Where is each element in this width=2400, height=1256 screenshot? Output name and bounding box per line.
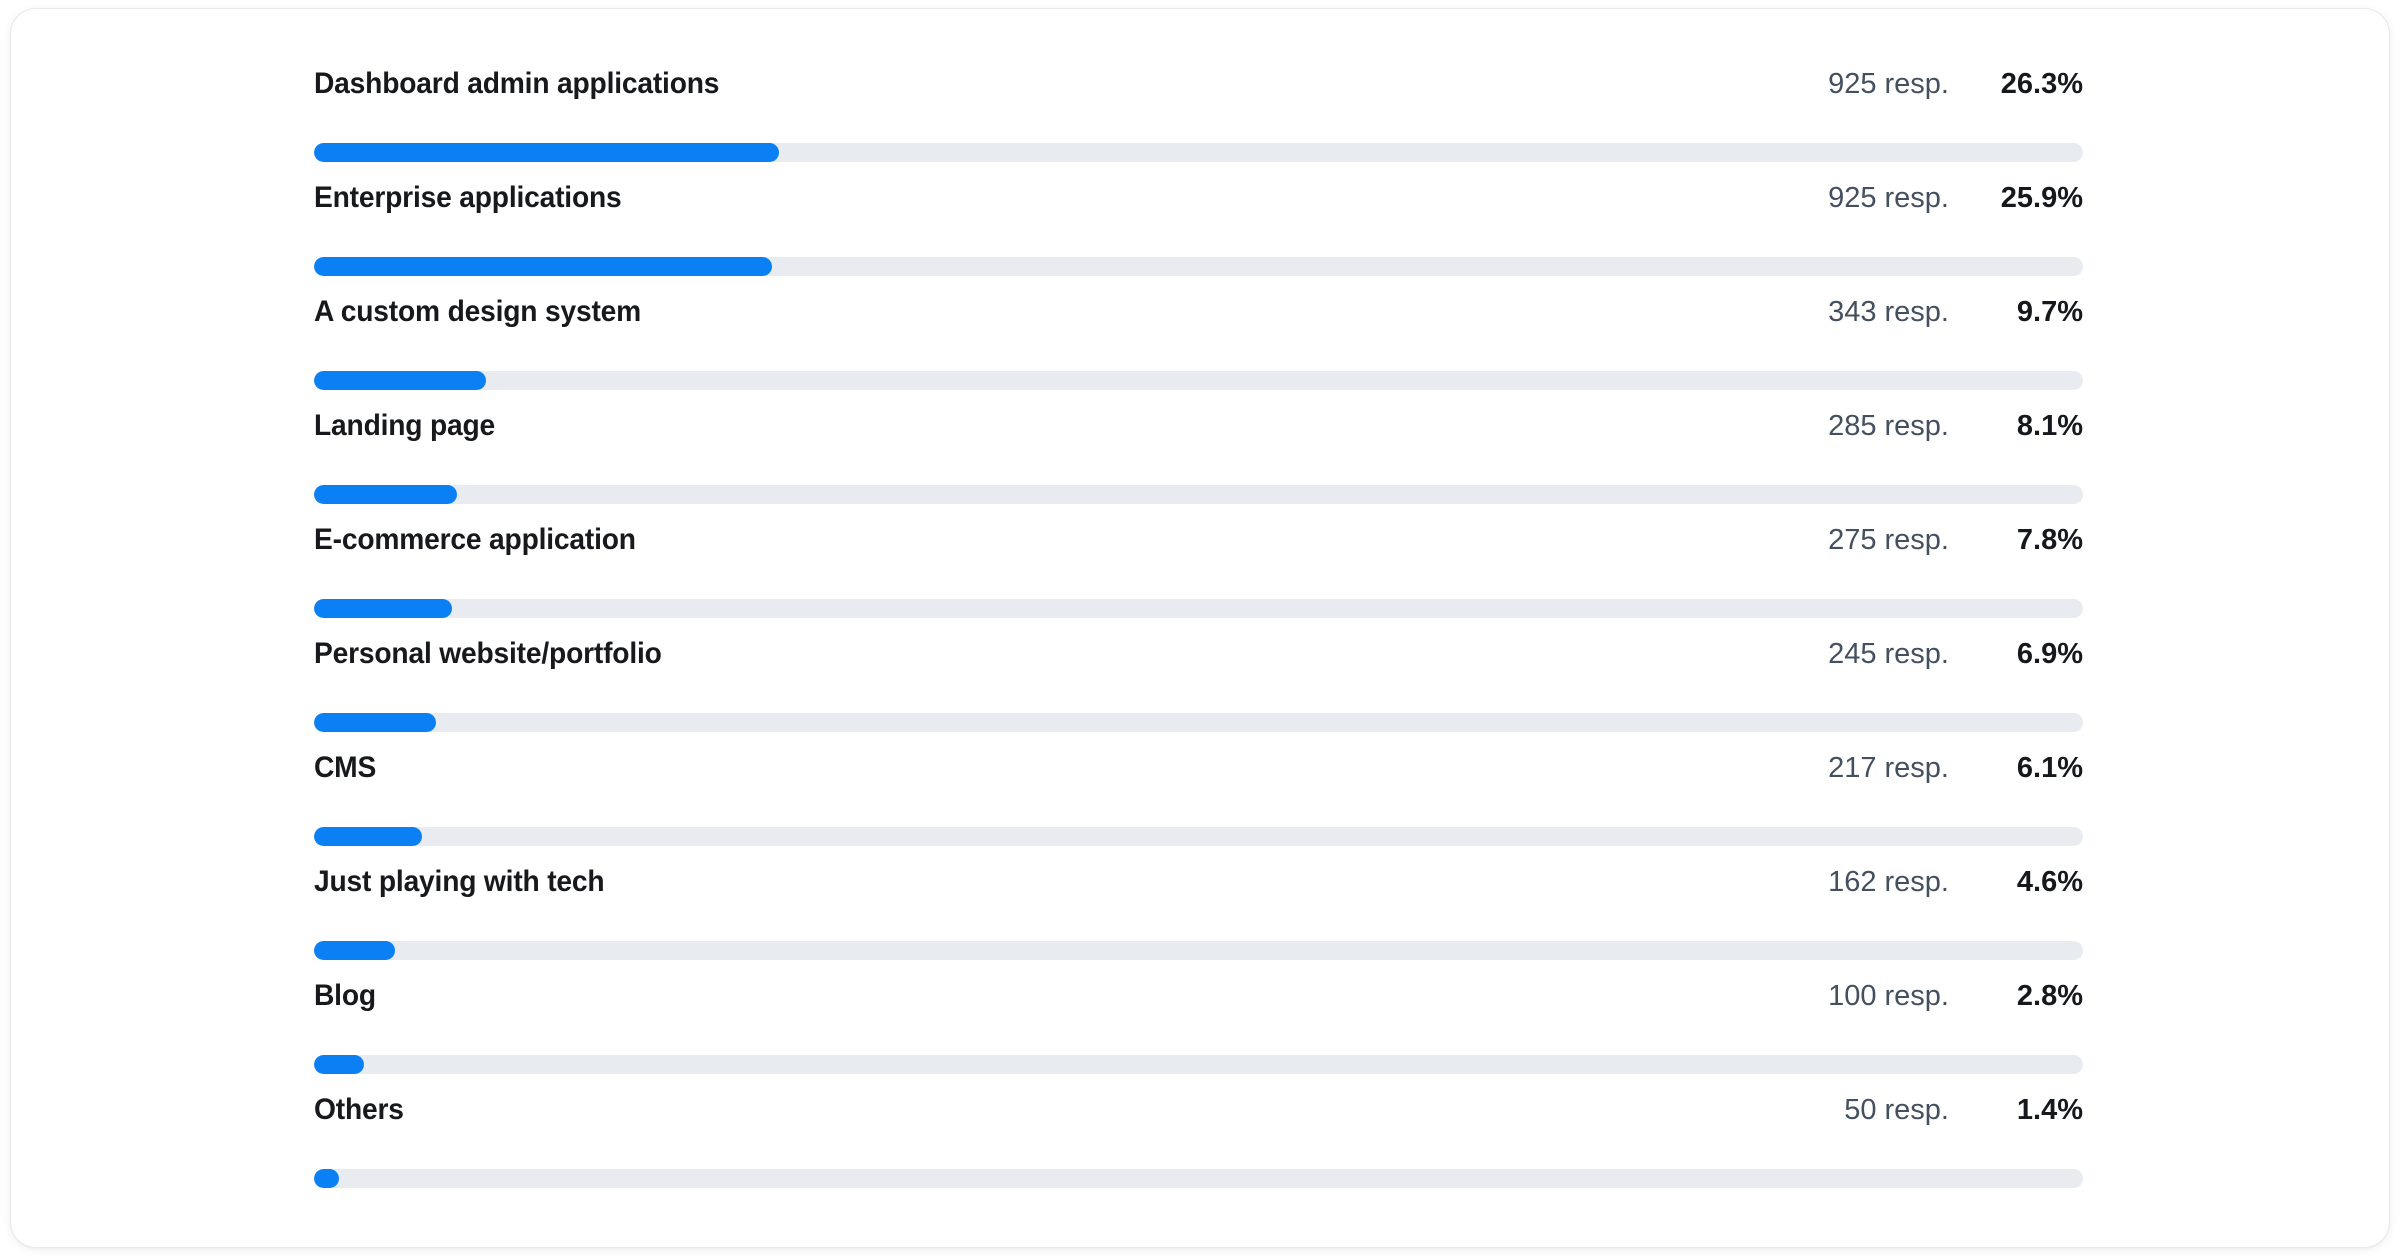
bar-track — [314, 941, 2083, 960]
row-header: E-commerce application 275 resp. 7.8% — [314, 523, 2083, 571]
row-header: Enterprise applications 925 resp. 25.9% — [314, 181, 2083, 229]
bar-chart-row[interactable]: Dashboard admin applications 925 resp. 26.… — [314, 67, 2083, 181]
bar-track — [314, 371, 2083, 390]
row-label: Others — [314, 1093, 404, 1126]
bar-track — [314, 1055, 2083, 1074]
row-percentage: 6.9% — [2016, 638, 2083, 670]
row-header: Just playing with tech 162 resp. 4.6% — [314, 865, 2083, 913]
row-header: CMS 217 resp. 6.1% — [314, 751, 2083, 799]
row-percentage: 4.6% — [2016, 866, 2083, 898]
row-label: CMS — [314, 751, 377, 784]
row-response-count: 245 resp. — [1828, 638, 1949, 670]
bar-fill — [314, 485, 458, 504]
bar-track — [314, 827, 2083, 846]
bar-fill — [314, 1169, 339, 1188]
bar-chart-row[interactable]: Blog 100 resp. 2.8% — [314, 979, 2083, 1093]
bar-fill — [314, 257, 773, 276]
row-label: Landing page — [314, 409, 496, 442]
row-response-count: 285 resp. — [1828, 410, 1949, 442]
bar-chart-row[interactable]: E-commerce application 275 resp. 7.8% — [314, 523, 2083, 637]
bar-fill — [314, 143, 780, 162]
row-percentage: 2.8% — [2016, 980, 2083, 1012]
row-label: Enterprise applications — [314, 181, 622, 214]
bar-chart-row[interactable]: CMS 217 resp. 6.1% — [314, 751, 2083, 865]
row-header: Blog 100 resp. 2.8% — [314, 979, 2083, 1027]
row-header: Dashboard admin applications 925 resp. 26.… — [314, 67, 2083, 115]
row-percentage: 7.8% — [2016, 524, 2083, 556]
bar-track — [314, 485, 2083, 504]
row-header: Personal website/portfolio 245 resp. 6.9% — [314, 637, 2083, 685]
row-header: Others 50 resp. 1.4% — [314, 1093, 2083, 1141]
bar-fill — [314, 371, 486, 390]
bar-track — [314, 1169, 2083, 1188]
row-response-count: 50 resp. — [1844, 1094, 1949, 1126]
bar-fill — [314, 713, 437, 732]
row-label: Personal website/portfolio — [314, 637, 662, 670]
bar-chart-row[interactable]: Landing page 285 resp. 8.1% — [314, 409, 2083, 523]
row-response-count: 100 resp. — [1828, 980, 1949, 1012]
bar-track — [314, 599, 2083, 618]
row-response-count: 275 resp. — [1828, 524, 1949, 556]
row-label: Just playing with tech — [314, 865, 605, 898]
row-label: Blog — [314, 979, 376, 1012]
bar-track — [314, 713, 2083, 732]
row-percentage: 26.3% — [2000, 68, 2083, 100]
row-label: E-commerce application — [314, 523, 636, 556]
row-percentage: 25.9% — [2000, 182, 2083, 214]
bar-track — [314, 257, 2083, 276]
bar-chart-row[interactable]: Just playing with tech 162 resp. 4.6% — [314, 865, 2083, 979]
row-response-count: 343 resp. — [1828, 296, 1949, 328]
row-percentage: 1.4% — [2016, 1094, 2083, 1126]
bar-chart-list: Dashboard admin applications 925 resp. 26.… — [314, 67, 2083, 1207]
row-percentage: 9.7% — [2016, 296, 2083, 328]
row-response-count: 925 resp. — [1828, 68, 1949, 100]
bar-fill — [314, 827, 422, 846]
bar-chart-row[interactable]: A custom design system 343 resp. 9.7% — [314, 295, 2083, 409]
bar-fill — [314, 1055, 364, 1074]
row-response-count: 217 resp. — [1828, 752, 1949, 784]
bar-fill — [314, 599, 452, 618]
row-label: Dashboard admin applications — [314, 67, 720, 100]
survey-results-card: Dashboard admin applications 925 resp. 26.… — [10, 8, 2390, 1248]
row-header: A custom design system 343 resp. 9.7% — [314, 295, 2083, 343]
bar-chart-row[interactable]: Personal website/portfolio 245 resp. 6.9% — [314, 637, 2083, 751]
bar-fill — [314, 941, 396, 960]
row-response-count: 162 resp. — [1828, 866, 1949, 898]
row-label: A custom design system — [314, 295, 642, 328]
row-response-count: 925 resp. — [1828, 182, 1949, 214]
bar-chart-row[interactable]: Enterprise applications 925 resp. 25.9% — [314, 181, 2083, 295]
row-percentage: 8.1% — [2016, 410, 2083, 442]
bar-track — [314, 143, 2083, 162]
row-percentage: 6.1% — [2016, 752, 2083, 784]
row-header: Landing page 285 resp. 8.1% — [314, 409, 2083, 457]
bar-chart-row[interactable]: Others 50 resp. 1.4% — [314, 1093, 2083, 1207]
